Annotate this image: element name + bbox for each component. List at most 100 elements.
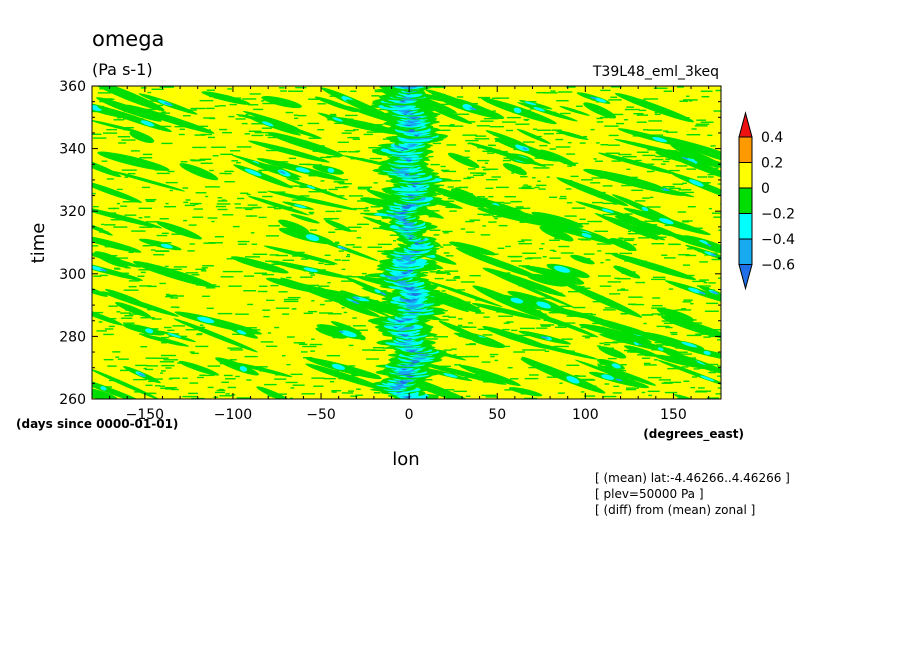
field-streak [304, 285, 374, 314]
x-tick-label: 100 [572, 407, 599, 423]
field-dash [160, 336, 169, 339]
field-dash [114, 257, 128, 259]
field-dash [217, 312, 233, 315]
field-dash [521, 186, 532, 188]
field-dash [161, 364, 175, 367]
field-dash [604, 307, 617, 309]
field-dash [477, 213, 491, 216]
field-dash [496, 186, 509, 189]
field-dash [128, 280, 140, 282]
field-dash [667, 367, 680, 370]
field-dash [248, 130, 262, 132]
field-dash [686, 95, 690, 97]
field-dash [306, 163, 316, 166]
field-dash [477, 159, 490, 162]
field-dash [627, 232, 641, 235]
field-streak [92, 222, 113, 236]
field-dash [174, 125, 188, 128]
field-dash [503, 345, 510, 348]
field-dash [643, 364, 657, 366]
field-streak [241, 158, 281, 175]
field-streak [657, 135, 721, 161]
field-dash [138, 207, 153, 210]
field-dash [556, 100, 569, 102]
field-dash [484, 162, 489, 164]
field-dash [503, 157, 509, 159]
field-dash [267, 136, 277, 139]
field-dash [261, 127, 272, 129]
field-dash [546, 376, 562, 378]
field-dash [468, 168, 476, 170]
field-dash [602, 185, 613, 187]
field-dash [343, 311, 348, 314]
field-dash [342, 186, 349, 188]
field-dash [135, 364, 148, 367]
field-dash [257, 191, 268, 193]
field-dash [652, 297, 661, 299]
field-dash [434, 277, 444, 280]
field-dash [576, 223, 590, 225]
field-dash [438, 319, 449, 321]
field-dash [345, 255, 351, 258]
colorbar-extend-top [738, 111, 753, 138]
field-dash [643, 98, 659, 100]
field-dash [522, 252, 537, 254]
field-dash [447, 186, 454, 188]
field-streak [575, 201, 640, 220]
field-dash [212, 155, 219, 157]
field-dash [699, 261, 709, 263]
field-dash [433, 86, 446, 88]
field-streak [485, 130, 529, 148]
field-dash [114, 268, 121, 270]
field-dash [465, 395, 471, 397]
field-streak [520, 358, 606, 394]
field-dash [266, 299, 275, 302]
field-streak [229, 327, 259, 339]
field-dash [308, 191, 323, 193]
field-dash [715, 89, 721, 92]
field-dash [650, 278, 666, 281]
field-dash [566, 86, 576, 88]
field-dash [703, 336, 711, 338]
field-dash [356, 237, 362, 239]
field-dash [549, 196, 558, 198]
field-dash [245, 113, 249, 116]
field-dash [682, 301, 692, 303]
field-dash [663, 130, 669, 132]
field-dash [92, 133, 102, 135]
field-dash [371, 349, 386, 351]
field-dash [231, 160, 239, 162]
field-dash [528, 366, 536, 369]
field-dash [110, 219, 124, 221]
x-tick-label: 50 [488, 407, 506, 423]
field-streak [556, 177, 629, 207]
field-dash [199, 324, 204, 326]
field-dash [486, 178, 498, 181]
field-dash [698, 387, 705, 389]
field-dash [350, 90, 357, 92]
field-dash [232, 225, 240, 228]
field-dash [484, 168, 499, 170]
field-dash [580, 239, 591, 241]
field-dash [155, 250, 170, 252]
field-dash [489, 353, 499, 356]
field-dash [170, 297, 179, 299]
field-dash [682, 182, 687, 185]
field-dash [620, 364, 627, 366]
field-dash [469, 219, 481, 221]
field-dash [101, 223, 105, 226]
colorbar-extend-bottom [738, 264, 753, 291]
field-dash [610, 86, 622, 88]
field-dash [110, 212, 117, 214]
field-dash [691, 128, 697, 130]
field-dash [183, 201, 189, 204]
field-dash [120, 205, 128, 207]
field-dash [99, 274, 108, 277]
field-dash [653, 87, 668, 89]
field-dash [124, 267, 131, 269]
field-dash [127, 172, 136, 175]
field-dash [599, 342, 604, 345]
field-streak [583, 102, 617, 119]
field-dash [448, 125, 464, 127]
field-dash [274, 378, 287, 380]
